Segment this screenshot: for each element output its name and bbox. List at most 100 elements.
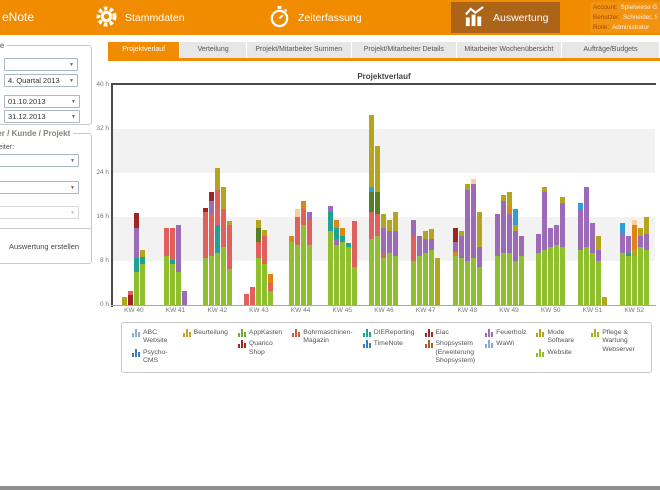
bar-segment-green: [289, 241, 295, 305]
legend-label: Psycho-CMS: [143, 348, 168, 365]
bar-segment-green: [375, 236, 381, 305]
filter-group: Mitarbeiter / Kunde / Projekt Mitarbeite…: [0, 129, 92, 232]
tab-aufträge-budgets[interactable]: Aufträge/Budgets: [561, 42, 659, 58]
bar-segment-purple: [307, 211, 313, 220]
bar-segment-red: [301, 208, 307, 226]
bar-segment-green: [333, 244, 339, 305]
legend-column: Elac Shopsystem (Erweiterung Shopsystem): [424, 329, 476, 366]
bar-segment-red: [375, 214, 381, 237]
legend-item-beurteilung: Beurteilung: [182, 329, 228, 337]
x-axis-label: KW 50: [540, 307, 561, 314]
bar-segment-green: [494, 255, 500, 305]
stacked-bar: [393, 211, 399, 305]
bar-segment-purple: [476, 247, 482, 267]
periods-group: Zeiträume ▼ 4. Quartal 2013 ▼ 01.10.2013 ▼…: [0, 41, 92, 125]
bar-segment-green: [583, 247, 589, 305]
legend-column: Feuerholz WaWi: [485, 329, 526, 366]
app-brand: eNote: [2, 10, 35, 24]
bar-segment-gold: [122, 296, 128, 305]
legend-column: ABC Website Psycho-CMS: [132, 329, 173, 366]
nav-stammdaten[interactable]: Stammdaten: [95, 4, 185, 31]
nav-auswertung[interactable]: Auswertung: [451, 2, 561, 33]
stacked-bar: [244, 294, 250, 305]
chart-legend: ABC Website Psycho-CMS Beurteilung AppKaste…: [121, 322, 652, 373]
nav-label: Auswertung: [493, 11, 549, 24]
bar-segment-red: [208, 214, 214, 256]
bar-segment-green: [506, 252, 512, 305]
legend-item-bohrmaschinen-magazin: Bohrmaschinen-Magazin: [292, 329, 353, 346]
stacked-bar: [140, 250, 146, 305]
bar-segment-purple: [542, 192, 548, 250]
bar-segment-red: [170, 228, 176, 260]
bar-segment-teal: [345, 243, 351, 248]
bar-segment-teal: [134, 258, 140, 272]
bar-segment-green: [301, 225, 307, 305]
bar-chart-icon: [237, 340, 246, 349]
bar-segment-purple: [208, 200, 214, 215]
bar-segment-green: [256, 258, 262, 305]
legend-item-feuerholz: Feuerholz: [485, 329, 526, 337]
bar-chart-icon: [536, 348, 545, 357]
bar-segment-green: [134, 272, 140, 305]
nav-zeiterfassung[interactable]: Zeiterfassung: [268, 4, 362, 31]
bar-segment-orange: [631, 225, 637, 249]
tab-projekt-mitarbeiter-summen[interactable]: Projekt/Mitarbeiter Summen: [246, 42, 351, 58]
bar-segment-purple: [387, 230, 393, 253]
legend-label: DIEReporting: [373, 329, 415, 336]
projekt-select[interactable]: ▼: [0, 206, 79, 219]
bar-segment-purple: [518, 236, 524, 256]
account-row: Benutzer: Schneider, Stefan: [593, 13, 657, 23]
create-report-button[interactable]: Auswertung erstellen: [9, 242, 80, 251]
bar-group-kw-51: [572, 85, 614, 305]
kunde-select[interactable]: ▼: [0, 181, 79, 194]
bar-chart-icon: [424, 340, 433, 349]
select-value: 4. Quartal 2013: [8, 76, 60, 85]
bar-segment-purple: [500, 200, 506, 253]
bar-segment-purple: [381, 228, 387, 253]
tab-verteilung[interactable]: Verteilung: [180, 42, 246, 58]
tab-bar: Projektverlauf Verteilung Projekt/Mitarbei…: [108, 42, 660, 58]
bar-chart-icon: [237, 329, 246, 337]
legend-item-quarico-shop: Quarico Shop: [237, 340, 282, 357]
bar-segment-green: [643, 250, 649, 305]
date-to-picker[interactable]: 31.12.2013 ▼: [4, 110, 80, 123]
gear-icon: [95, 5, 118, 31]
bar-segment-purple: [429, 239, 435, 250]
stacked-bar: [301, 200, 307, 305]
bar-segment-teal: [339, 236, 345, 242]
legend-column: Beurteilung: [182, 329, 228, 366]
mitarbeiter-select[interactable]: ▼: [0, 154, 79, 167]
bar-segment-green: [214, 252, 220, 305]
tab-projekt-mitarbeiter-details[interactable]: Projekt/Mitarbeiter Details: [351, 42, 456, 58]
tab-mitarbeiter-wochenübersicht[interactable]: Mitarbeiter Wochenübersicht: [456, 42, 561, 58]
period-preset-select[interactable]: ▼: [4, 58, 78, 71]
bar-segment-gold: [631, 248, 637, 256]
bar-segment-darkred: [202, 207, 208, 212]
bar-segment-purple: [494, 214, 500, 256]
chart-top-axis: [111, 83, 656, 85]
bar-group-kw-50: [530, 85, 572, 305]
bar-segment-gold: [435, 258, 441, 305]
bar-segment-gold: [262, 229, 268, 237]
bar-group-kw-47: [405, 85, 447, 305]
quarter-select[interactable]: 4. Quartal 2013 ▼: [4, 74, 78, 87]
bar-group-kw-43: [238, 85, 280, 305]
chevron-down-icon: ▼: [70, 157, 75, 164]
bar-segment-darkred: [208, 192, 214, 201]
bar-segment-red: [307, 219, 313, 245]
legend-column: DIEReporting TimeNote: [362, 329, 415, 366]
bar-segment-green: [429, 250, 435, 305]
bar-segment-red: [262, 236, 268, 264]
legend-column: Pflege & Wartung Webserver: [591, 329, 641, 366]
bar-segment-red: [244, 294, 250, 305]
bar-segment-green: [554, 244, 560, 305]
tab-projektverlauf[interactable]: Projektverlauf: [108, 42, 180, 58]
legend-label: Shopsystem (Erweiterung Shopsystem): [435, 340, 476, 365]
stacked-bar: [256, 219, 262, 305]
stacked-bar: [327, 206, 333, 305]
chart-left-axis: [111, 83, 113, 307]
bar-chart-icon: [424, 329, 433, 337]
stacked-bar: [518, 236, 524, 305]
date-from-picker[interactable]: 01.10.2013 ▼: [4, 95, 80, 108]
